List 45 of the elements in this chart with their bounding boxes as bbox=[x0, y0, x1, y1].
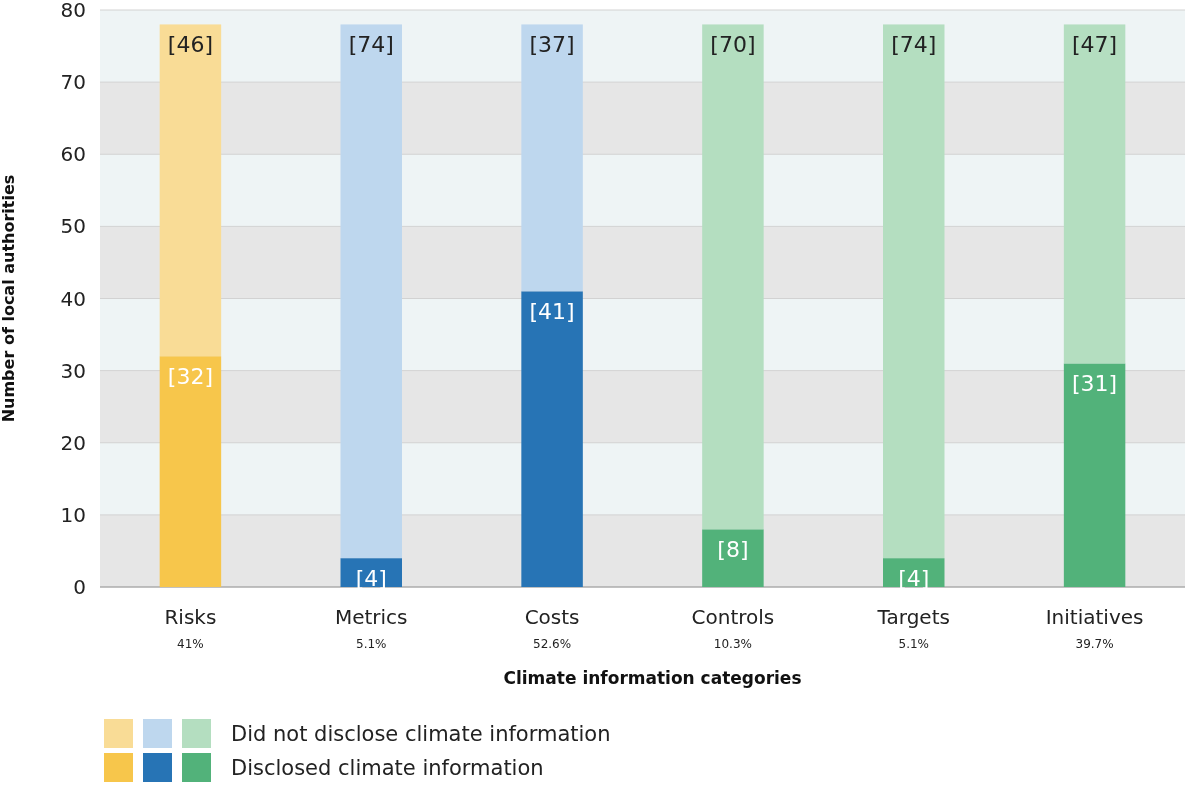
bar bbox=[1063, 24, 1126, 364]
data-label: [31] bbox=[1072, 371, 1118, 397]
legend-label: Did not disclose climate information bbox=[231, 722, 611, 747]
data-label: [74] bbox=[348, 32, 394, 58]
data-label: [70] bbox=[710, 32, 756, 58]
y-tick-label: 40 bbox=[60, 286, 86, 311]
data-label: [41] bbox=[529, 299, 575, 325]
y-tick-label: 10 bbox=[60, 502, 86, 527]
bar bbox=[521, 24, 583, 292]
bar bbox=[159, 356, 222, 587]
bar bbox=[521, 291, 583, 587]
x-axis-title: Climate information categories bbox=[503, 668, 802, 688]
bar bbox=[340, 24, 402, 559]
y-tick-label: 60 bbox=[60, 142, 86, 167]
text: 41% bbox=[177, 637, 204, 651]
y-tick-label: 80 bbox=[60, 0, 86, 22]
x-tick-label: Targets bbox=[876, 605, 950, 629]
legend-label: Disclosed climate information bbox=[231, 756, 544, 781]
data-label: [37] bbox=[529, 32, 575, 58]
y-tick-label: 70 bbox=[60, 70, 86, 95]
bar bbox=[702, 24, 764, 530]
y-tick-label: 20 bbox=[60, 430, 86, 455]
bar bbox=[1063, 363, 1126, 587]
y-tick-label: 30 bbox=[60, 358, 86, 383]
x-tick-label: Initiatives bbox=[1045, 605, 1144, 629]
text: 39.7% bbox=[1075, 637, 1114, 651]
data-label: [74] bbox=[891, 32, 937, 58]
x-tick-label: Metrics bbox=[334, 605, 408, 629]
data-label: [32] bbox=[167, 364, 213, 390]
data-label: [46] bbox=[167, 32, 213, 58]
text: 10.3% bbox=[713, 637, 752, 651]
data-label: [8] bbox=[717, 537, 749, 563]
y-tick-label: 50 bbox=[60, 214, 86, 239]
bar bbox=[883, 24, 945, 559]
data-label: [47] bbox=[1072, 32, 1118, 58]
x-tick-label: Risks bbox=[164, 605, 217, 629]
x-tick-label: Controls bbox=[691, 605, 775, 629]
y-axis-title: Number of local authorities bbox=[0, 174, 18, 423]
bar bbox=[702, 529, 764, 587]
text: 5.1% bbox=[356, 637, 387, 651]
text: 52.6% bbox=[533, 637, 572, 651]
x-tick-label: Costs bbox=[524, 605, 580, 629]
y-tick-label: 0 bbox=[73, 575, 86, 599]
bar bbox=[159, 24, 222, 357]
text: 5.1% bbox=[898, 637, 929, 651]
